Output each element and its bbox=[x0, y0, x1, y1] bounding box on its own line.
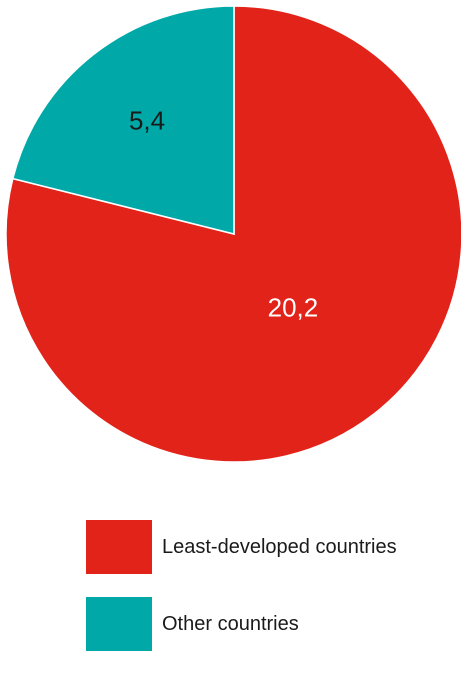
legend-swatch-least-developed bbox=[86, 520, 152, 574]
legend-swatch-other bbox=[86, 597, 152, 651]
legend-item-other: Other countries bbox=[86, 597, 397, 651]
legend-label-least-developed: Least-developed countries bbox=[162, 535, 397, 558]
slice-other bbox=[11, 5, 235, 235]
legend: Least-developed countries Other countrie… bbox=[86, 520, 397, 674]
legend-item-least-developed: Least-developed countries bbox=[86, 520, 397, 574]
pie-chart: 20,2 5,4 bbox=[5, 5, 461, 463]
legend-label-other: Other countries bbox=[162, 612, 299, 635]
slice-label-least-developed: 20,2 bbox=[268, 292, 319, 322]
slice-label-other: 5,4 bbox=[129, 105, 165, 135]
